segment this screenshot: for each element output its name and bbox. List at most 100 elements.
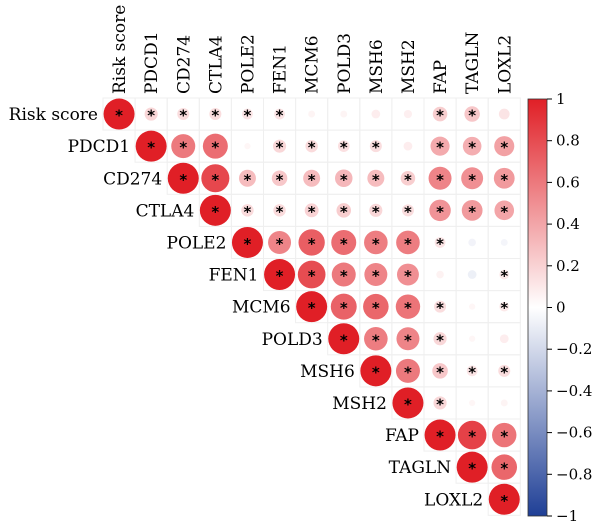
column-label: PDCD1	[142, 31, 162, 94]
correlation-circle	[456, 451, 488, 483]
significance-star: *	[179, 139, 187, 157]
significance-star: *	[436, 235, 444, 253]
correlation-circle	[498, 108, 510, 120]
significance-star: *	[404, 235, 412, 253]
significance-star: *	[404, 395, 412, 413]
correlation-circle	[274, 108, 285, 120]
cells-layer: * * * * * * * * * * * * * * * * * * * * * * * * * * * * * * * * * * * * * * * *…	[103, 98, 520, 515]
correlation-circle	[433, 332, 447, 346]
correlation-circle	[364, 263, 388, 287]
correlation-circle	[428, 166, 452, 190]
significance-star: *	[340, 331, 348, 349]
correlation-circle	[392, 387, 424, 419]
significance-star: *	[372, 363, 380, 381]
colorbar-tick-label: −0.2	[556, 340, 592, 358]
correlation-circle	[264, 259, 296, 291]
row-label: FEN1	[209, 266, 259, 286]
correlation-circle	[424, 419, 456, 451]
correlation-circle	[334, 169, 353, 188]
significance-star: *	[308, 203, 316, 221]
correlation-circle	[434, 237, 446, 248]
correlation-circle	[209, 108, 222, 121]
significance-star: *	[436, 395, 444, 413]
correlation-circle	[167, 162, 199, 194]
row-label: CD274	[103, 169, 162, 189]
correlation-circle	[499, 269, 510, 280]
correlation-circle	[500, 238, 508, 246]
correlation-circle	[238, 169, 256, 187]
significance-star: *	[372, 203, 380, 221]
correlation-circle	[432, 363, 448, 379]
correlation-circle	[171, 134, 196, 159]
significance-star: *	[404, 171, 412, 189]
significance-star: *	[404, 363, 412, 381]
significance-star: *	[147, 107, 155, 125]
significance-star: *	[436, 331, 444, 349]
correlation-circle	[467, 270, 477, 279]
correlation-circle	[488, 483, 520, 515]
significance-star: *	[468, 107, 476, 125]
grid-cell	[487, 482, 521, 516]
column-label: FAP	[431, 60, 451, 94]
correlation-circle	[305, 139, 318, 153]
significance-star: *	[244, 107, 252, 125]
correlation-circle	[296, 291, 328, 323]
colorbar-tick-label: −1	[556, 507, 578, 525]
significance-star: *	[372, 331, 380, 349]
significance-star: *	[372, 235, 380, 253]
row-label: Risk score	[9, 105, 98, 125]
correlation-circle	[273, 204, 286, 217]
significance-star: *	[244, 171, 252, 189]
colorbar-tick-label: 1	[556, 90, 566, 108]
row-label: POLE2	[167, 233, 227, 253]
colorbar-tick-label: 0	[556, 299, 566, 317]
row-label: FAP	[385, 426, 419, 446]
correlation-circle	[494, 200, 515, 221]
significance-star: *	[372, 171, 380, 189]
row-label: LOXL2	[424, 490, 483, 510]
correlation-circle	[337, 140, 350, 152]
correlation-circle	[304, 203, 319, 218]
significance-star: *	[500, 363, 508, 381]
significance-star: *	[179, 107, 187, 125]
significance-star: *	[276, 267, 284, 285]
correlation-circle	[369, 203, 383, 217]
significance-star: *	[372, 267, 380, 285]
colorbar-tick-label: −0.6	[556, 424, 592, 442]
significance-star: *	[276, 203, 284, 221]
correlation-circle	[396, 230, 420, 255]
correlation-circle	[303, 169, 321, 187]
correlation-circle	[466, 365, 478, 377]
significance-star: *	[340, 299, 348, 317]
column-label: CTLA4	[206, 35, 226, 94]
correlation-circle	[469, 303, 476, 310]
correlation-circle	[336, 203, 352, 218]
colorbar: 1 0.8 0.6 0.4 0.2 0 −0.2 −0.4 −0.6 −0.8 −1	[527, 90, 592, 525]
column-label: MCM6	[303, 35, 323, 94]
significance-star: *	[340, 235, 348, 253]
significance-star: *	[468, 363, 476, 381]
row-label: CTLA4	[136, 201, 195, 221]
correlation-circle	[395, 358, 420, 383]
row-label: MSH6	[300, 362, 355, 382]
column-label: CD274	[174, 35, 194, 94]
correlation-circle	[308, 110, 316, 118]
column-label: MSH6	[367, 39, 387, 94]
significance-star: *	[308, 139, 316, 157]
significance-star: *	[436, 203, 444, 221]
significance-star: *	[500, 267, 508, 285]
colorbar-tick-label: 0.4	[556, 215, 580, 233]
colorbar-tick-label: 0.8	[556, 132, 580, 150]
significance-star: *	[436, 428, 444, 446]
significance-star: *	[404, 267, 412, 285]
correlation-circle	[400, 170, 416, 186]
correlation-circle	[241, 204, 254, 217]
significance-star: *	[276, 235, 284, 253]
row-label: POLD3	[262, 330, 323, 350]
correlation-circle	[500, 399, 508, 407]
significance-star: *	[436, 139, 444, 157]
row-label: MCM6	[232, 298, 291, 318]
correlation-circle	[177, 108, 190, 121]
row-label: TAGLN	[389, 458, 452, 478]
colorbar-gradient	[527, 98, 548, 517]
